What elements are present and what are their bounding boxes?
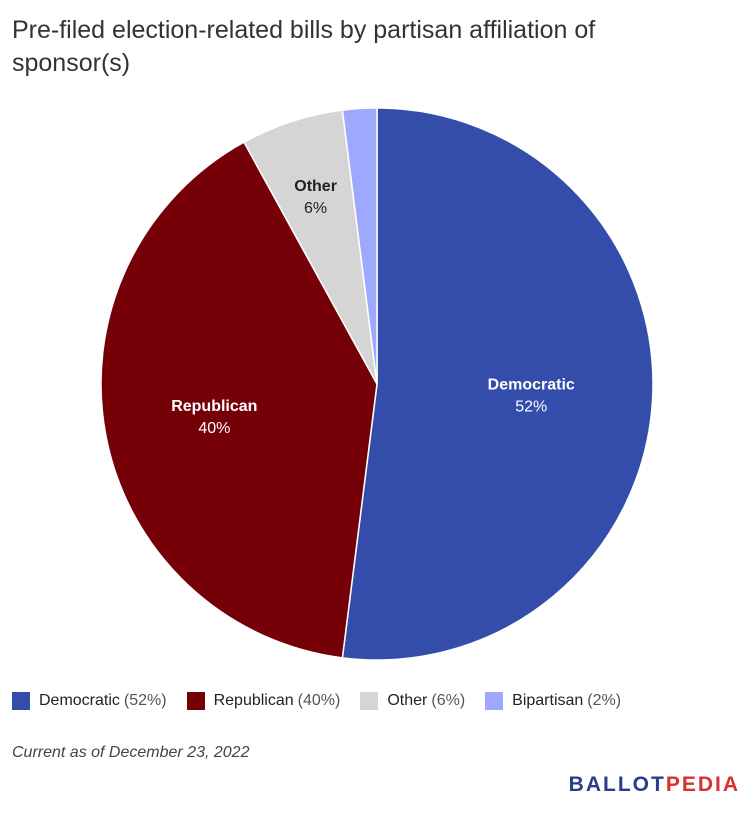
slice-value-democratic: 52% [515, 399, 547, 416]
legend-pct-republican: (40%) [297, 692, 341, 709]
legend-label-republican: Republican [213, 692, 294, 709]
legend-item-other: Other (6%) [360, 692, 465, 710]
pie-chart: Democratic 52% Republican 40% Other 6% [100, 107, 654, 661]
chart-title: Pre-filed election-related bills by part… [12, 16, 596, 77]
legend-pct-other: (6%) [431, 692, 466, 709]
legend-pct-bipartisan: (2%) [587, 692, 622, 709]
slice-label-republican: Republican [171, 398, 257, 415]
legend-label-other: Other [387, 692, 428, 709]
slice-label-democratic: Democratic [488, 377, 575, 394]
legend-label-bipartisan: Bipartisan [512, 692, 584, 709]
legend: Democratic (52%) Republican (40%) Other … [12, 692, 641, 710]
slice-value-other: 6% [304, 200, 327, 217]
pie-slice-democratic [341, 107, 654, 661]
legend-swatch-bipartisan [485, 692, 504, 710]
legend-item-democratic: Democratic (52%) [12, 692, 167, 710]
pie-slice-republican [100, 141, 378, 659]
legend-item-bipartisan: Bipartisan (2%) [485, 692, 621, 710]
slice-value-republican: 40% [198, 420, 230, 437]
logo-part-pedia: PEDIA [665, 773, 740, 796]
ballotpedia-logo[interactable]: BALLOTPEDIA [569, 773, 740, 797]
legend-pct-democratic: (52%) [123, 692, 167, 709]
footnote: Current as of December 23, 2022 [12, 744, 250, 761]
legend-swatch-democratic [12, 692, 30, 710]
slice-label-other: Other [294, 178, 337, 195]
legend-swatch-other [360, 692, 379, 710]
legend-label-democratic: Democratic [39, 692, 120, 709]
logo-part-ballot: BALLOT [568, 773, 666, 796]
legend-item-republican: Republican (40%) [186, 692, 341, 710]
legend-swatch-republican [186, 692, 205, 710]
pie-slice-bipartisan [341, 107, 378, 385]
